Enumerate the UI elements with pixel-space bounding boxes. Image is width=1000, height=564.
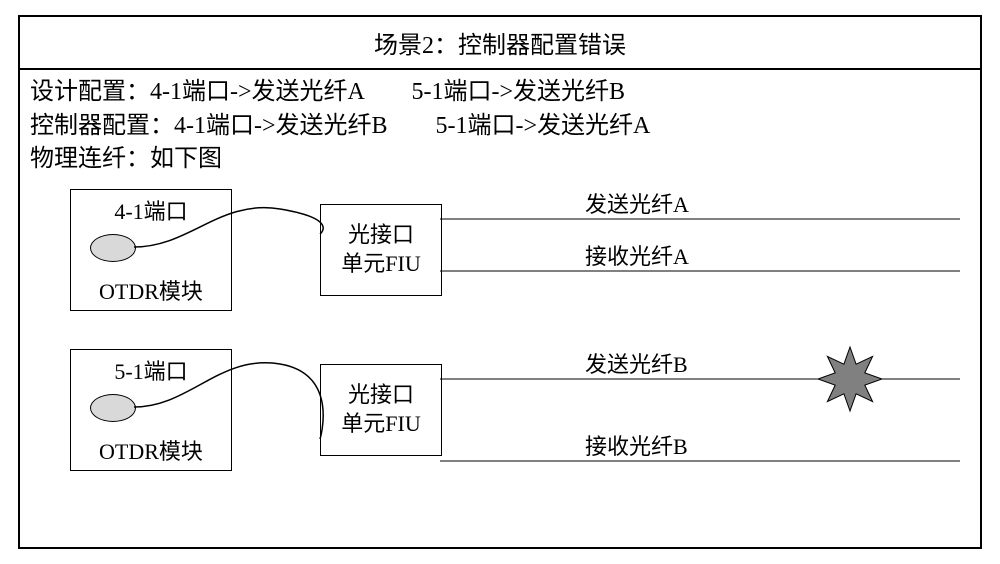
otdr1-port-label: 4-1端口 bbox=[71, 194, 231, 226]
physical-config-line: 物理连纤：如下图 bbox=[30, 143, 970, 177]
title-bar: 场景2：控制器配置错误 bbox=[20, 17, 980, 70]
fiu2-line2: 单元FIU bbox=[341, 410, 420, 439]
fiu-unit-1: 光接口 单元FIU bbox=[320, 204, 442, 296]
diagram-frame: 场景2：控制器配置错误 设计配置：4-1端口->发送光纤A 5-1端口->发送光… bbox=[18, 15, 982, 549]
fiu-unit-2: 光接口 单元FIU bbox=[320, 364, 442, 456]
design-config-line: 设计配置：4-1端口->发送光纤A 5-1端口->发送光纤B bbox=[30, 76, 970, 110]
fiu2-line1: 光接口 bbox=[348, 381, 414, 410]
port-4-1-icon bbox=[90, 234, 136, 262]
otdr1-module-label: OTDR模块 bbox=[71, 274, 231, 306]
fiber-rx-b-label: 接收光纤B bbox=[585, 429, 688, 461]
fiu1-line2: 单元FIU bbox=[341, 250, 420, 279]
otdr2-module-label: OTDR模块 bbox=[71, 434, 231, 466]
fiber-tx-b-label: 发送光纤B bbox=[585, 347, 688, 379]
port-5-1-icon bbox=[90, 394, 136, 422]
controller-config-line: 控制器配置：4-1端口->发送光纤B 5-1端口->发送光纤A bbox=[30, 110, 970, 144]
otdr2-port-label: 5-1端口 bbox=[71, 354, 231, 386]
config-block: 设计配置：4-1端口->发送光纤A 5-1端口->发送光纤B 控制器配置：4-1… bbox=[20, 70, 980, 179]
fiber-tx-a-label: 发送光纤A bbox=[585, 187, 689, 219]
fiber-rx-a-label: 接收光纤A bbox=[585, 239, 689, 271]
title-text: 场景2：控制器配置错误 bbox=[374, 33, 626, 59]
diagram-area: 4-1端口 OTDR模块 5-1端口 OTDR模块 光接口 单元FIU 光接口 … bbox=[20, 179, 980, 519]
fiu1-line1: 光接口 bbox=[348, 221, 414, 250]
fault-star-icon bbox=[818, 347, 882, 411]
